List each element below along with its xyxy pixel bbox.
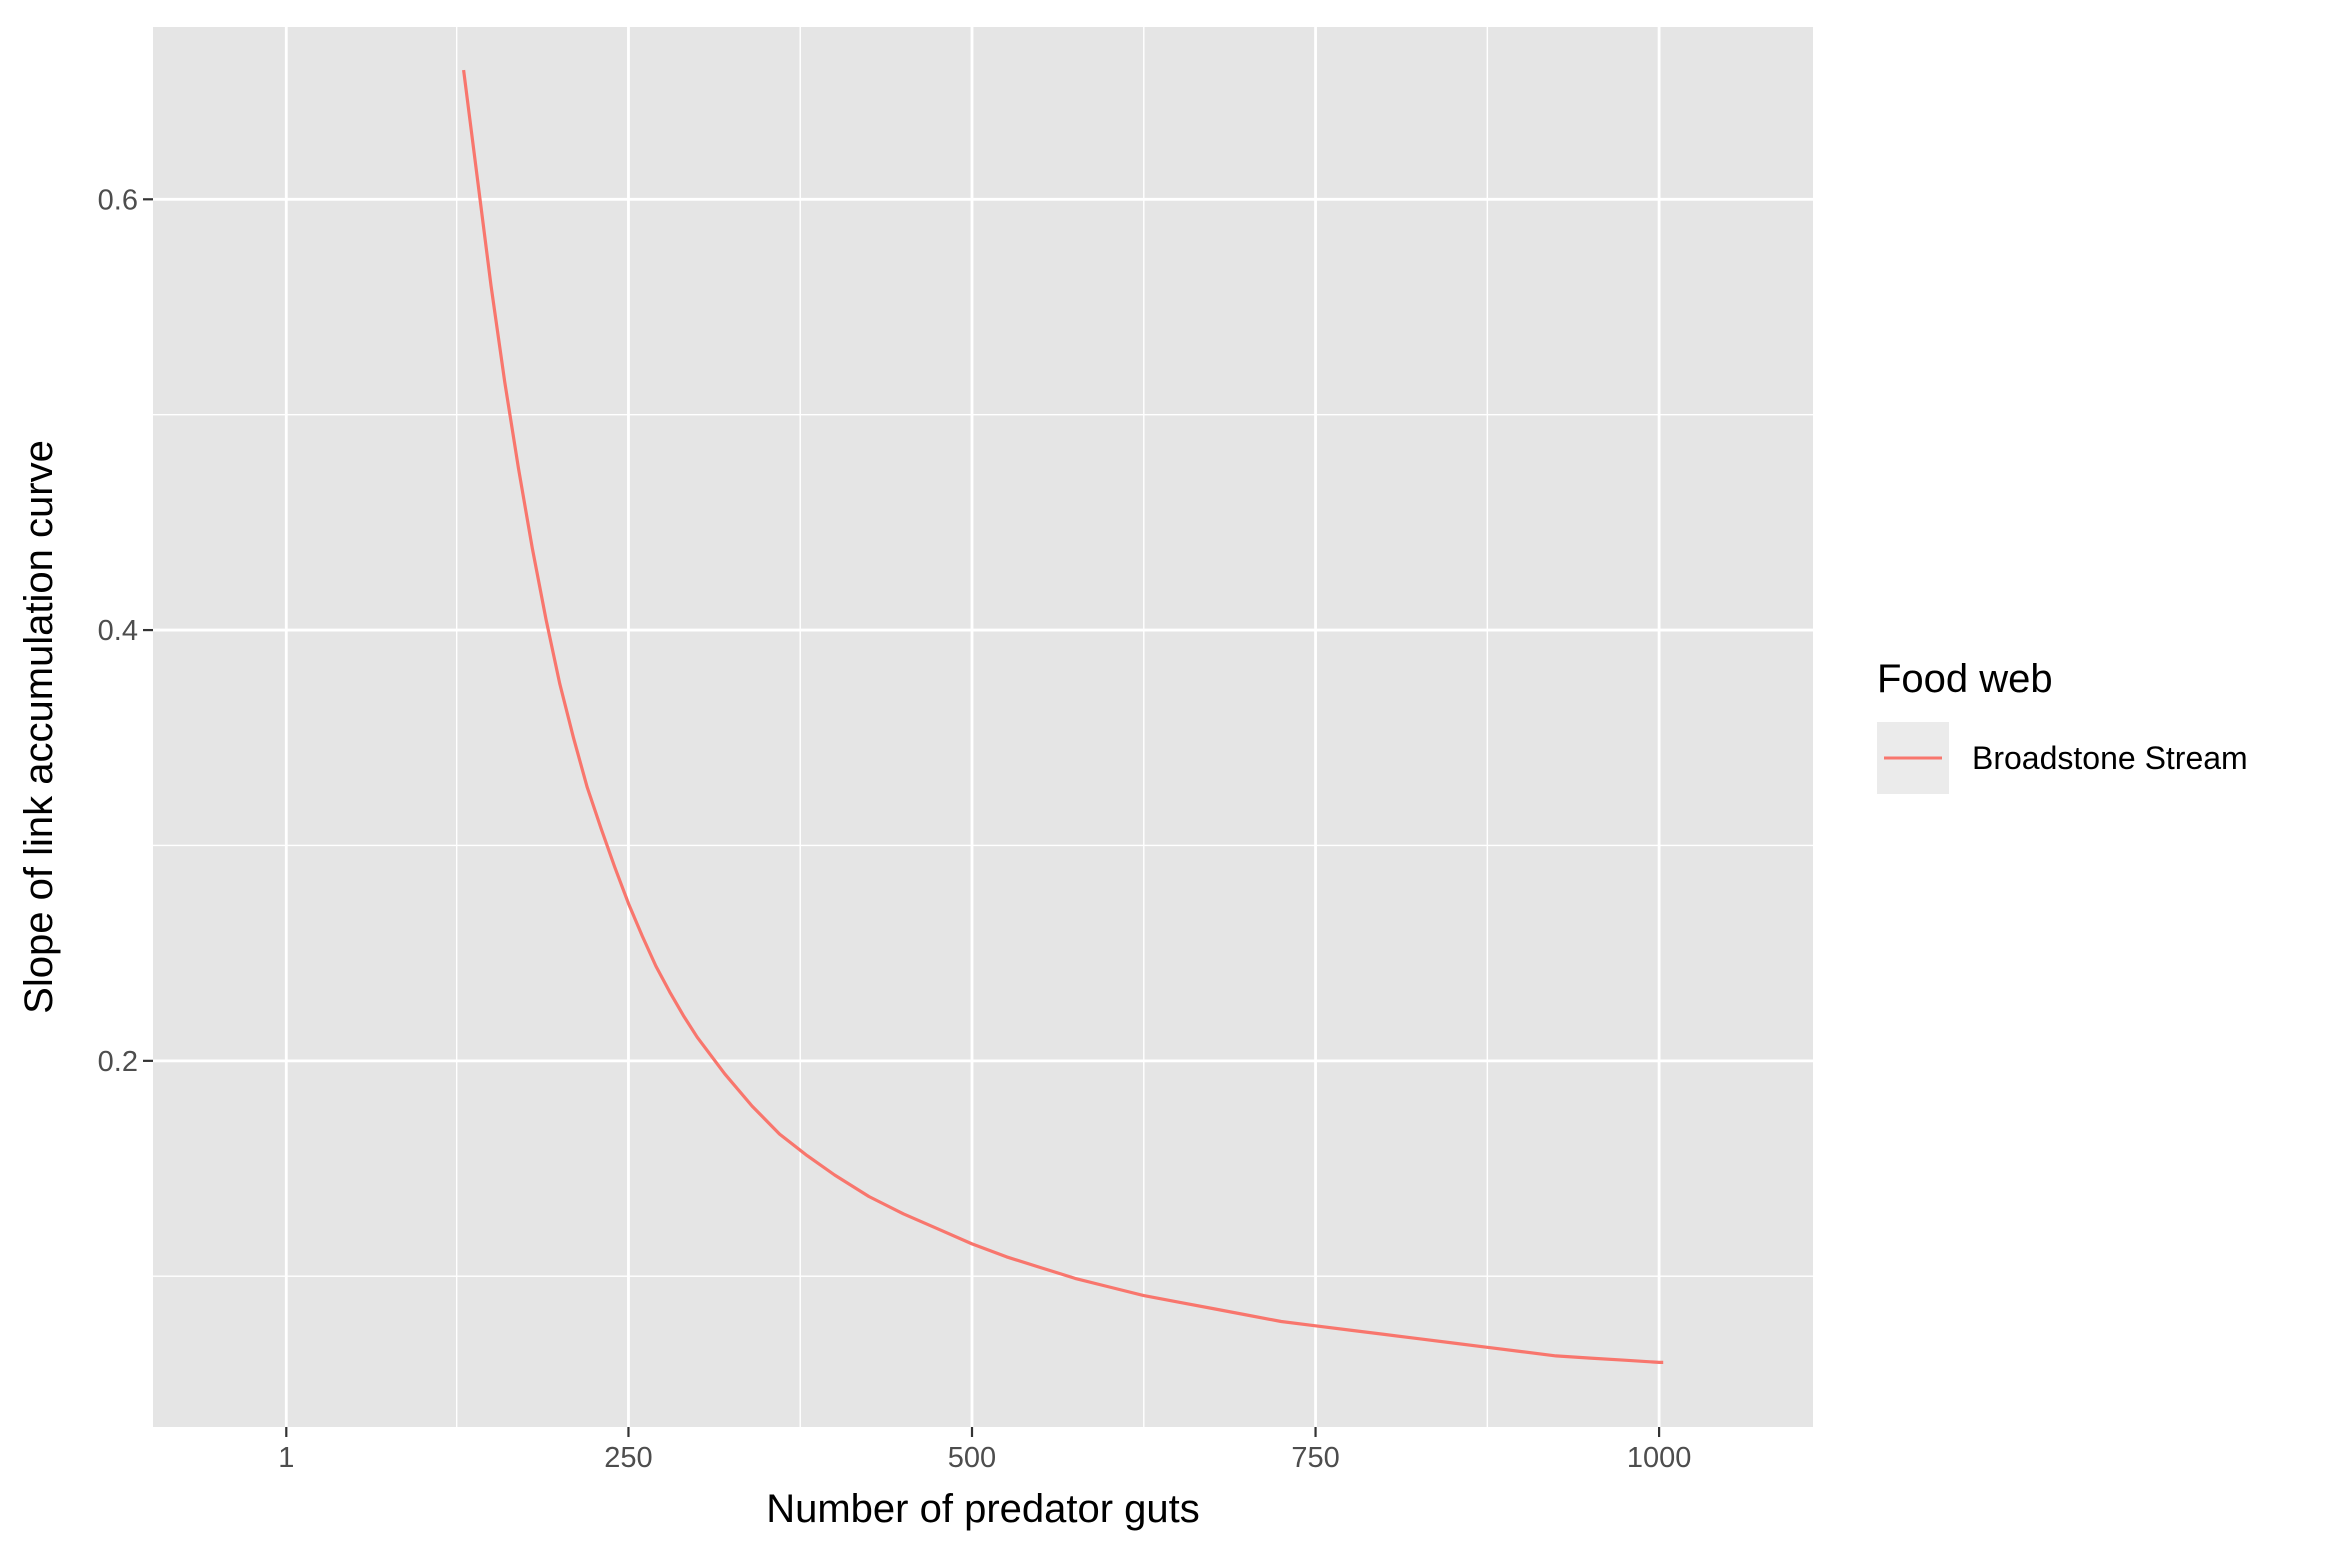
- legend-label: Broadstone Stream: [1972, 740, 2248, 776]
- y-tick-label: 0.4: [98, 615, 138, 647]
- x-tick-label: 250: [604, 1442, 652, 1474]
- y-axis-title: Slope of link accumulation curve: [17, 440, 61, 1014]
- plot-panel: [153, 27, 1813, 1427]
- legend-title: Food web: [1877, 657, 2053, 701]
- x-tick-label: 750: [1291, 1442, 1339, 1474]
- y-axis: 0.2 0.4 0.6: [98, 184, 153, 1078]
- x-axis-title: Number of predator guts: [766, 1487, 1200, 1531]
- x-tick-label: 500: [948, 1442, 996, 1474]
- series-line-broadstone-stream: [462, 69, 1664, 1364]
- y-tick-label: 0.2: [98, 1046, 138, 1078]
- series-layer: [462, 69, 1664, 1364]
- x-axis: 1 250 500 750 1000: [278, 1427, 1691, 1474]
- x-tick-label: 1: [278, 1442, 294, 1474]
- legend: Food web Broadstone Stream: [1877, 657, 2248, 794]
- major-gridlines: [153, 27, 1813, 1427]
- minor-gridlines: [153, 27, 1813, 1427]
- y-tick-label: 0.6: [98, 184, 138, 216]
- x-tick-label: 1000: [1627, 1442, 1692, 1474]
